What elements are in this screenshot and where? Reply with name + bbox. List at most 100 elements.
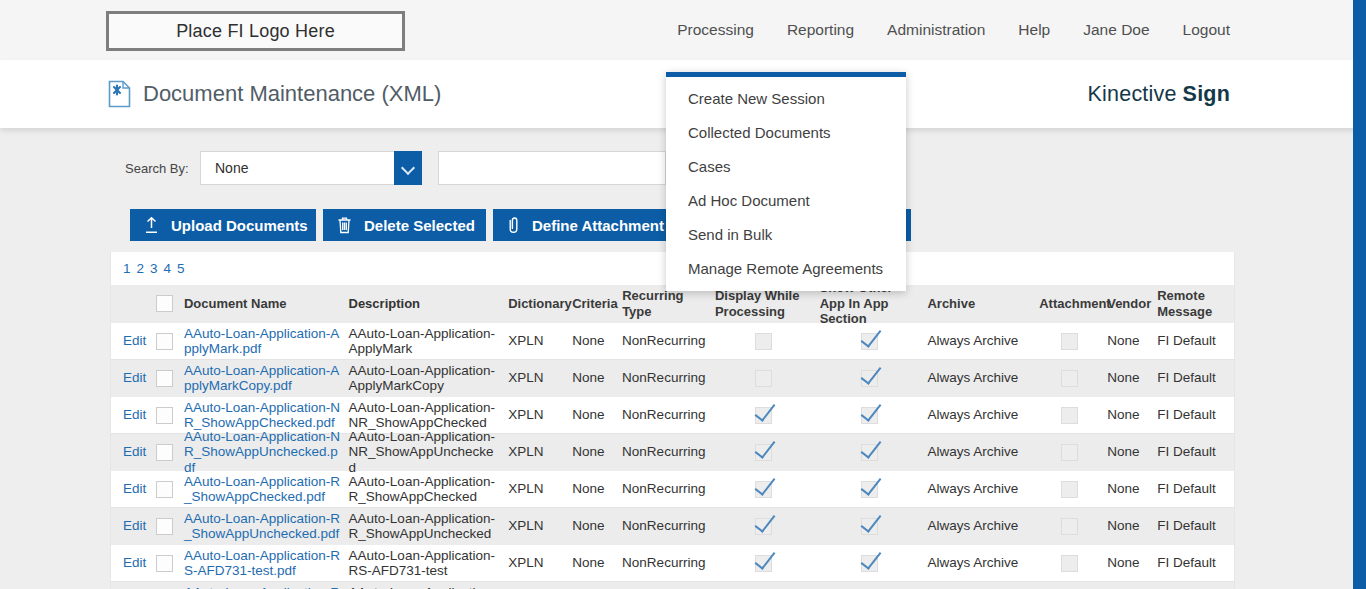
header-vendor: Vendor	[1107, 296, 1157, 312]
page-link-3[interactable]: 3	[150, 261, 158, 276]
document-name-link[interactable]: AAuto-Loan-Application-R_ShowAppUnchecke…	[184, 511, 340, 541]
edit-link[interactable]: Edit	[123, 333, 146, 348]
display-while-processing-checkbox[interactable]	[755, 333, 772, 350]
row-checkbox[interactable]	[156, 518, 173, 535]
criteria-cell: None	[572, 444, 622, 459]
kinective-sign-logo: Kinective Sign	[1088, 60, 1230, 128]
document-name-link[interactable]: AAuto-Loan-Application-RS-AFD731-test.pd…	[184, 548, 340, 578]
criteria-cell: None	[572, 518, 622, 533]
vendor-cell: None	[1107, 333, 1157, 348]
vendor-cell: None	[1107, 481, 1157, 496]
upload-icon	[144, 216, 159, 234]
select-all-checkbox[interactable]	[156, 295, 173, 312]
row-checkbox[interactable]	[156, 555, 173, 572]
show-other-app-checkbox[interactable]	[861, 555, 878, 572]
document-name-link[interactable]: AAuto-Loan-Application-NR_ShowAppUncheck…	[184, 429, 340, 475]
nav-logout[interactable]: Logout	[1183, 21, 1230, 39]
edit-link[interactable]: Edit	[123, 518, 146, 533]
document-name-link[interactable]: AAuto-Loan-Application-NR_ShowAppChecked…	[184, 400, 340, 430]
page-link-4[interactable]: 4	[164, 261, 172, 276]
row-checkbox[interactable]	[156, 370, 173, 387]
page-link-1[interactable]: 1	[123, 261, 131, 276]
header-remote-message: Remote Message	[1157, 288, 1234, 320]
dictionary-cell: XPLN	[508, 333, 572, 348]
recurring-type-cell: NonRecurring	[622, 481, 715, 496]
description-cell: AAuto-Loan-Application-RS-AFD731-test	[349, 548, 509, 579]
archive-cell: Always Archive	[928, 333, 1040, 348]
page-link-5[interactable]: 5	[177, 261, 185, 276]
menu-item-cases[interactable]: Cases	[666, 149, 906, 183]
recurring-type-cell: NonRecurring	[622, 407, 715, 422]
edit-link[interactable]: Edit	[123, 481, 146, 496]
document-name-link[interactable]: AAuto-Loan-Application-ApplyMark.pdf	[184, 326, 339, 356]
row-checkbox[interactable]	[156, 407, 173, 424]
nav-administration[interactable]: Administration	[887, 21, 985, 39]
documents-table: 1 2 3 4 5 Document Name Description Dict…	[110, 252, 1235, 589]
edit-link[interactable]: Edit	[123, 555, 146, 570]
processing-dropdown-menu: Create New Session Collected Documents C…	[666, 72, 906, 291]
show-other-app-checkbox[interactable]	[861, 481, 878, 498]
nav-user[interactable]: Jane Doe	[1083, 21, 1149, 39]
display-while-processing-checkbox[interactable]	[755, 555, 772, 572]
nav-reporting[interactable]: Reporting	[787, 21, 854, 39]
attachment-checkbox[interactable]	[1061, 481, 1078, 498]
show-other-app-checkbox[interactable]	[861, 333, 878, 350]
dictionary-cell: XPLN	[508, 518, 572, 533]
vertical-scrollbar[interactable]	[1353, 0, 1366, 589]
vendor-cell: None	[1107, 370, 1157, 385]
brand-name: Kinective	[1088, 82, 1177, 107]
recurring-type-cell: NonRecurring	[622, 518, 715, 533]
edit-link[interactable]: Edit	[123, 407, 146, 422]
chevron-down-icon[interactable]	[394, 151, 422, 185]
top-bar: Place FI Logo Here Processing Reporting …	[0, 0, 1366, 61]
menu-item-create-new-session[interactable]: Create New Session	[666, 81, 906, 115]
attachment-checkbox[interactable]	[1061, 333, 1078, 350]
display-while-processing-checkbox[interactable]	[755, 518, 772, 535]
edit-link[interactable]: Edit	[123, 444, 146, 459]
search-by-dropdown[interactable]: None	[200, 151, 422, 185]
menu-item-send-in-bulk[interactable]: Send in Bulk	[666, 217, 906, 251]
search-by-selected-value: None	[215, 160, 248, 176]
page-link-2[interactable]: 2	[137, 261, 145, 276]
recurring-type-cell: NonRecurring	[622, 444, 715, 459]
description-cell: AAuto-Loan-Application-NR_ShowAppChecked	[349, 400, 509, 431]
remote-message-cell: FI Default	[1157, 333, 1234, 348]
delete-selected-button[interactable]: Delete Selected	[323, 209, 486, 241]
show-other-app-checkbox[interactable]	[861, 370, 878, 387]
vendor-cell: None	[1107, 555, 1157, 570]
attachment-checkbox[interactable]	[1061, 555, 1078, 572]
document-name-link[interactable]: AAuto-Loan-Application-R_ShowAppChecked.…	[184, 474, 340, 504]
display-while-processing-checkbox[interactable]	[755, 407, 772, 424]
attachment-checkbox[interactable]	[1061, 370, 1078, 387]
menu-item-manage-remote-agreements[interactable]: Manage Remote Agreements	[666, 251, 906, 285]
archive-cell: Always Archive	[928, 370, 1040, 385]
row-checkbox[interactable]	[156, 333, 173, 350]
search-input[interactable]	[438, 151, 666, 185]
nav-help[interactable]: Help	[1018, 21, 1050, 39]
attachment-checkbox[interactable]	[1061, 518, 1078, 535]
header-criteria: Criteria	[572, 296, 622, 312]
display-while-processing-checkbox[interactable]	[755, 444, 772, 461]
document-name-link[interactable]: AAuto-Loan-Application-ApplyMarkCopy.pdf	[184, 363, 339, 393]
attachment-checkbox[interactable]	[1061, 444, 1078, 461]
show-other-app-checkbox[interactable]	[861, 407, 878, 424]
row-checkbox[interactable]	[156, 444, 173, 461]
document-name-link[interactable]: AAuto-Loan-Application-RS-	[184, 585, 340, 589]
menu-item-collected-documents[interactable]: Collected Documents	[666, 115, 906, 149]
row-checkbox[interactable]	[156, 481, 173, 498]
archive-cell: Always Archive	[928, 444, 1040, 459]
edit-link[interactable]: Edit	[123, 370, 146, 385]
upload-documents-button[interactable]: Upload Documents	[130, 209, 316, 241]
show-other-app-checkbox[interactable]	[861, 518, 878, 535]
main-nav: Processing Reporting Administration Help…	[677, 0, 1230, 60]
remote-message-cell: FI Default	[1157, 481, 1234, 496]
show-other-app-checkbox[interactable]	[861, 444, 878, 461]
header-archive: Archive	[927, 296, 1039, 312]
display-while-processing-checkbox[interactable]	[755, 481, 772, 498]
menu-item-ad-hoc-document[interactable]: Ad Hoc Document	[666, 183, 906, 217]
display-while-processing-checkbox[interactable]	[755, 370, 772, 387]
criteria-cell: None	[572, 370, 622, 385]
nav-processing[interactable]: Processing	[677, 21, 754, 39]
paperclip-icon	[507, 216, 520, 235]
attachment-checkbox[interactable]	[1061, 407, 1078, 424]
